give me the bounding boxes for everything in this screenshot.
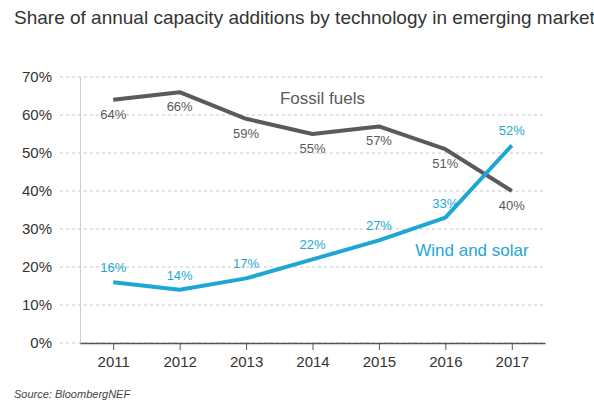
series-line (113, 145, 512, 289)
grid (60, 77, 545, 343)
y-tick: 70% (22, 68, 80, 85)
data-label: 33% (432, 196, 458, 211)
data-label: 22% (299, 237, 325, 252)
source: Source: BloombergNEF (14, 388, 131, 400)
x-tick-mark (246, 343, 247, 350)
grid-line (60, 343, 545, 344)
x-tick: 2011 (98, 343, 130, 370)
x-tick-label: 2017 (496, 353, 529, 370)
y-tick: 50% (22, 144, 80, 161)
x-tick-label: 2012 (163, 353, 196, 370)
x-tick-mark (180, 343, 181, 350)
series-name: Wind and solar (415, 241, 529, 260)
y-tick-label: 60% (22, 106, 52, 123)
y-tick: 10% (22, 296, 80, 313)
x-tick-mark (313, 343, 314, 350)
data-label: 14% (167, 268, 193, 283)
x-tick: 2016 (429, 343, 462, 370)
y-tick: 40% (22, 182, 80, 199)
data-label: 17% (233, 256, 259, 271)
data-label: 64% (100, 107, 126, 122)
data-label: 55% (299, 141, 325, 156)
data-label: 57% (366, 133, 392, 148)
grid-line (60, 305, 545, 306)
x-tick-label: 2015 (363, 353, 396, 370)
x-tick-mark (512, 343, 513, 350)
x-tick: 2012 (163, 343, 196, 370)
grid-line (60, 115, 545, 116)
y-tick-label: 40% (22, 182, 52, 199)
x-tick-label: 2014 (296, 353, 329, 370)
labels: 64% 66% 59% 55% 57% 51% 40% 16% 14% 17% 22% 27% 33% 5… (100, 89, 529, 283)
lines (113, 92, 512, 290)
x-tick: 2017 (496, 343, 529, 370)
x-tick-mark (445, 343, 446, 350)
x-tick: 2015 (363, 343, 396, 370)
y-tick: 60% (22, 106, 80, 123)
x-tick-mark (379, 343, 380, 350)
y-tick: 0% (30, 334, 80, 351)
x-tick: 2013 (230, 343, 263, 370)
x-tick-label: 2013 (230, 353, 263, 370)
x-tick-label: 2016 (429, 353, 462, 370)
data-label: 27% (366, 218, 392, 233)
data-label: 51% (432, 156, 458, 171)
chart: Share of annual capacity additions by te… (0, 0, 594, 414)
grid-line (60, 267, 545, 268)
y-tick-label: 20% (22, 258, 52, 275)
y-tick-label: 30% (22, 220, 52, 237)
data-label: 52% (499, 123, 525, 138)
series-name: Fossil fuels (280, 89, 365, 108)
y-axis: 0% 10% 20% 30% 40% 50% 60% 70% (22, 68, 81, 351)
data-label: 40% (499, 198, 525, 213)
y-tick-label: 50% (22, 144, 52, 161)
y-tick-label: 0% (30, 334, 52, 351)
title: Share of annual capacity additions by te… (14, 7, 594, 28)
y-tick: 30% (22, 220, 80, 237)
data-label: 16% (100, 260, 126, 275)
grid-line (60, 77, 545, 78)
y-tick: 20% (22, 258, 80, 275)
x-tick-mark (113, 343, 114, 350)
data-label: 59% (233, 126, 259, 141)
x-tick: 2014 (296, 343, 329, 370)
grid-line (60, 229, 545, 230)
y-tick-label: 70% (22, 68, 52, 85)
y-tick-label: 10% (22, 296, 52, 313)
x-tick-label: 2011 (98, 353, 130, 370)
y-axis-line (80, 78, 81, 344)
data-label: 66% (167, 99, 193, 114)
x-axis: 2011 2012 2013 2014 2015 2016 2017 (81, 343, 546, 370)
